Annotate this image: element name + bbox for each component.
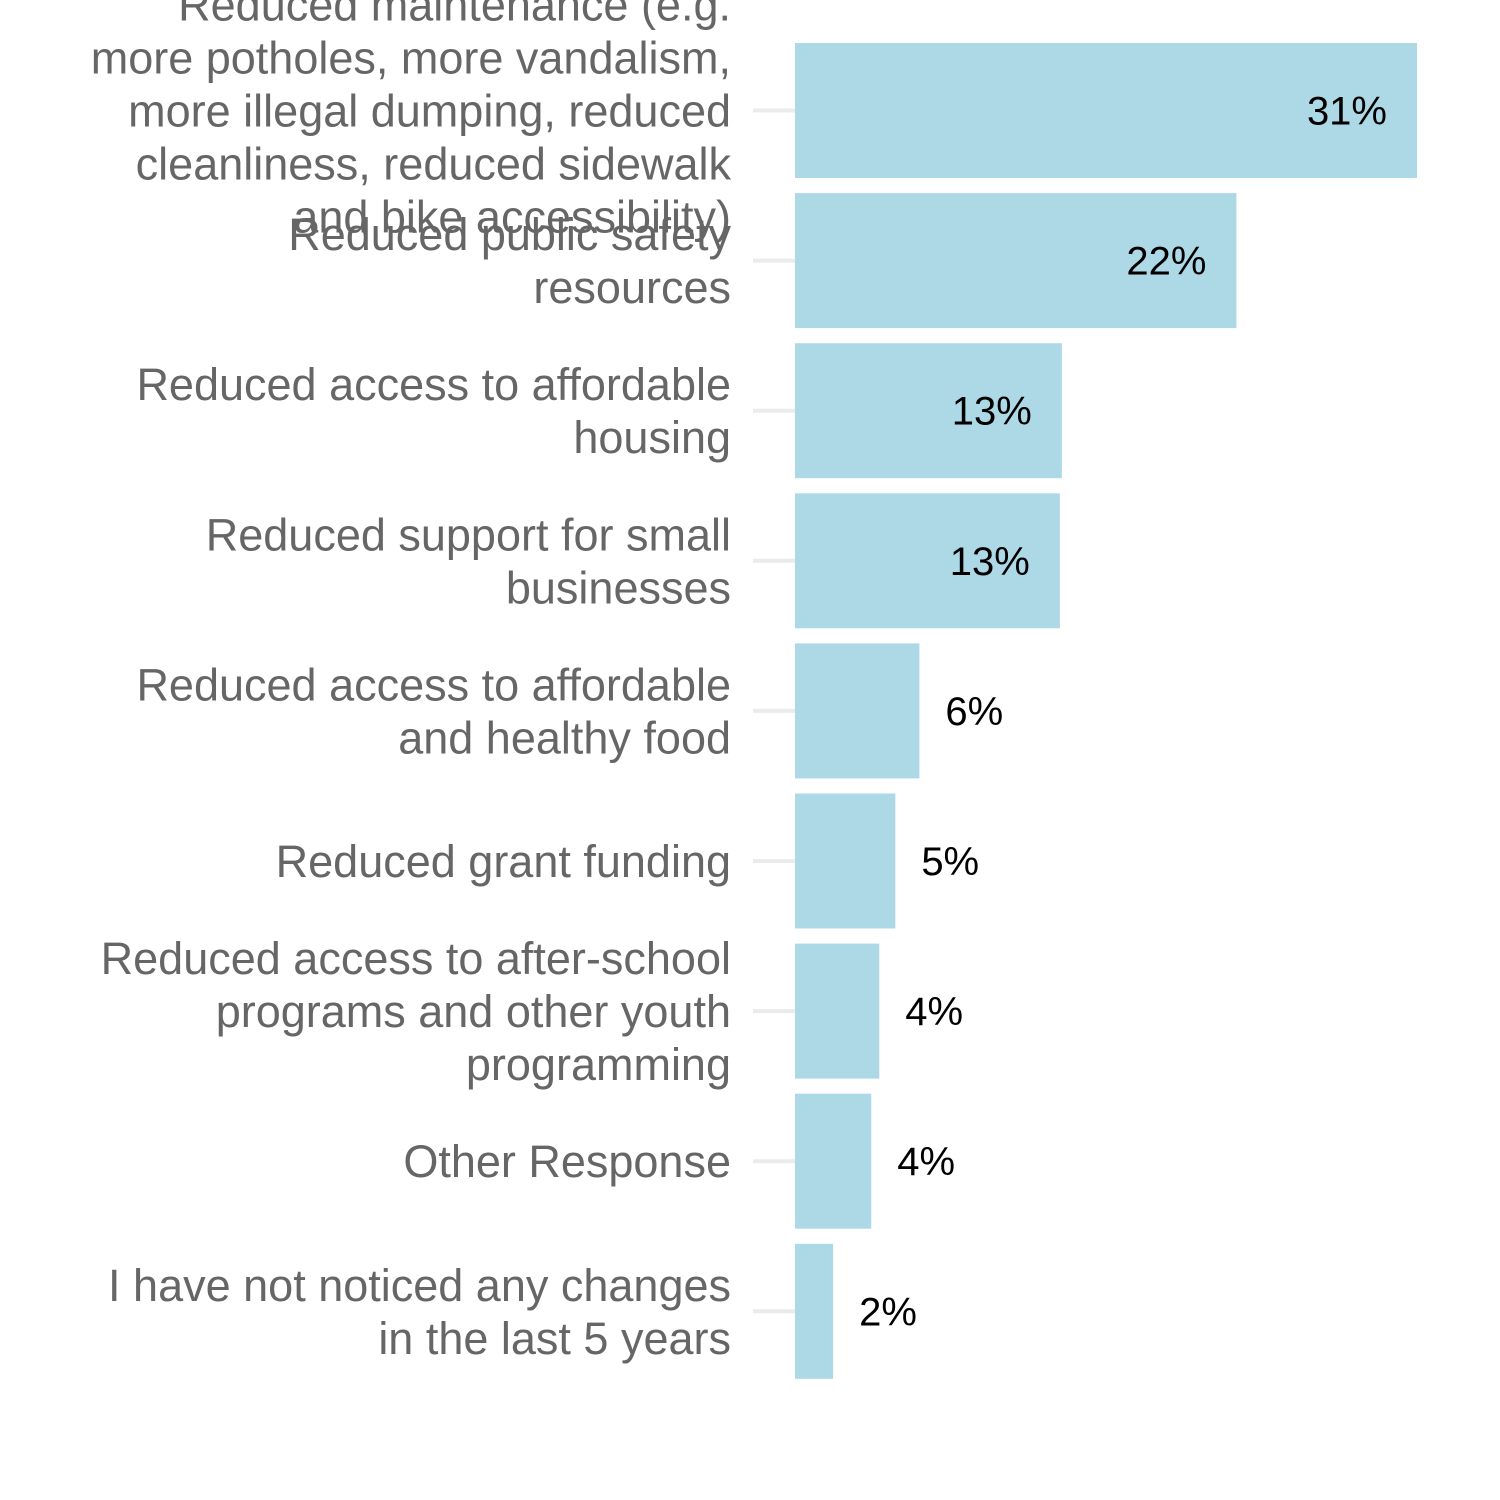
bar — [795, 1093, 872, 1229]
bar — [795, 793, 896, 929]
category-label-line: Reduced maintenance (e.g. — [178, 0, 731, 31]
category-label-line: more illegal dumping, reduced — [128, 86, 731, 137]
category-label-line: Reduced access to affordable — [136, 659, 731, 710]
category-label-line: Reduced access to affordable — [136, 359, 731, 410]
bar — [795, 343, 1062, 479]
category-label: Reduced public safety resources — [288, 209, 731, 313]
category-label-line: Reduced support for small — [206, 509, 731, 560]
category-label-line: in the last 5 years — [378, 1313, 731, 1364]
bar — [795, 1243, 834, 1379]
data-label: 4% — [905, 990, 963, 1034]
bar — [795, 193, 1237, 329]
category-label-line: Reduced public safety — [288, 209, 731, 260]
category-label-line: cleanliness, reduced sidewalk — [136, 139, 732, 190]
category-label-line: more potholes, more vandalism, — [91, 33, 731, 84]
category-label: Other Response — [403, 1136, 731, 1187]
data-label: 5% — [921, 840, 979, 884]
data-label: 13% — [952, 390, 1032, 434]
data-label: 6% — [945, 690, 1003, 734]
category-label: Reduced maintenance (e.g. more potholes, … — [91, 0, 732, 243]
category-label-line: Reduced access to after-school — [101, 933, 731, 984]
data-label: 31% — [1307, 90, 1387, 134]
category-label: Reduced access to affordable housing — [136, 359, 731, 463]
category-label-line: housing — [573, 412, 731, 463]
category-label-line: I have not noticed any changes — [108, 1260, 731, 1311]
category-label-line: Other Response — [403, 1136, 731, 1187]
category-label-line: Reduced grant funding — [276, 836, 731, 887]
category-label: Reduced grant funding — [276, 836, 731, 887]
bar — [795, 493, 1060, 629]
data-label: 2% — [859, 1290, 917, 1334]
data-label: 4% — [897, 1140, 955, 1184]
category-label-line: and bike accessibility) — [293, 192, 731, 243]
category-label: Reduced access to after-school programs a… — [101, 933, 731, 1090]
category-label-line: resources — [533, 262, 731, 313]
data-label: 13% — [950, 540, 1030, 584]
category-label-line: businesses — [506, 562, 731, 613]
bar — [795, 43, 1417, 178]
category-label: Reduced support for small businesses — [206, 509, 731, 613]
category-label: I have not noticed any changes in the las… — [108, 1260, 731, 1364]
category-label-line: programs and other youth — [216, 986, 731, 1037]
bar — [795, 643, 920, 779]
category-label: Reduced access to affordable and healthy … — [136, 659, 731, 763]
category-label-line: and healthy food — [398, 712, 731, 763]
bar — [795, 943, 880, 1079]
data-label: 22% — [1126, 240, 1206, 284]
category-label-line: programming — [466, 1039, 731, 1090]
